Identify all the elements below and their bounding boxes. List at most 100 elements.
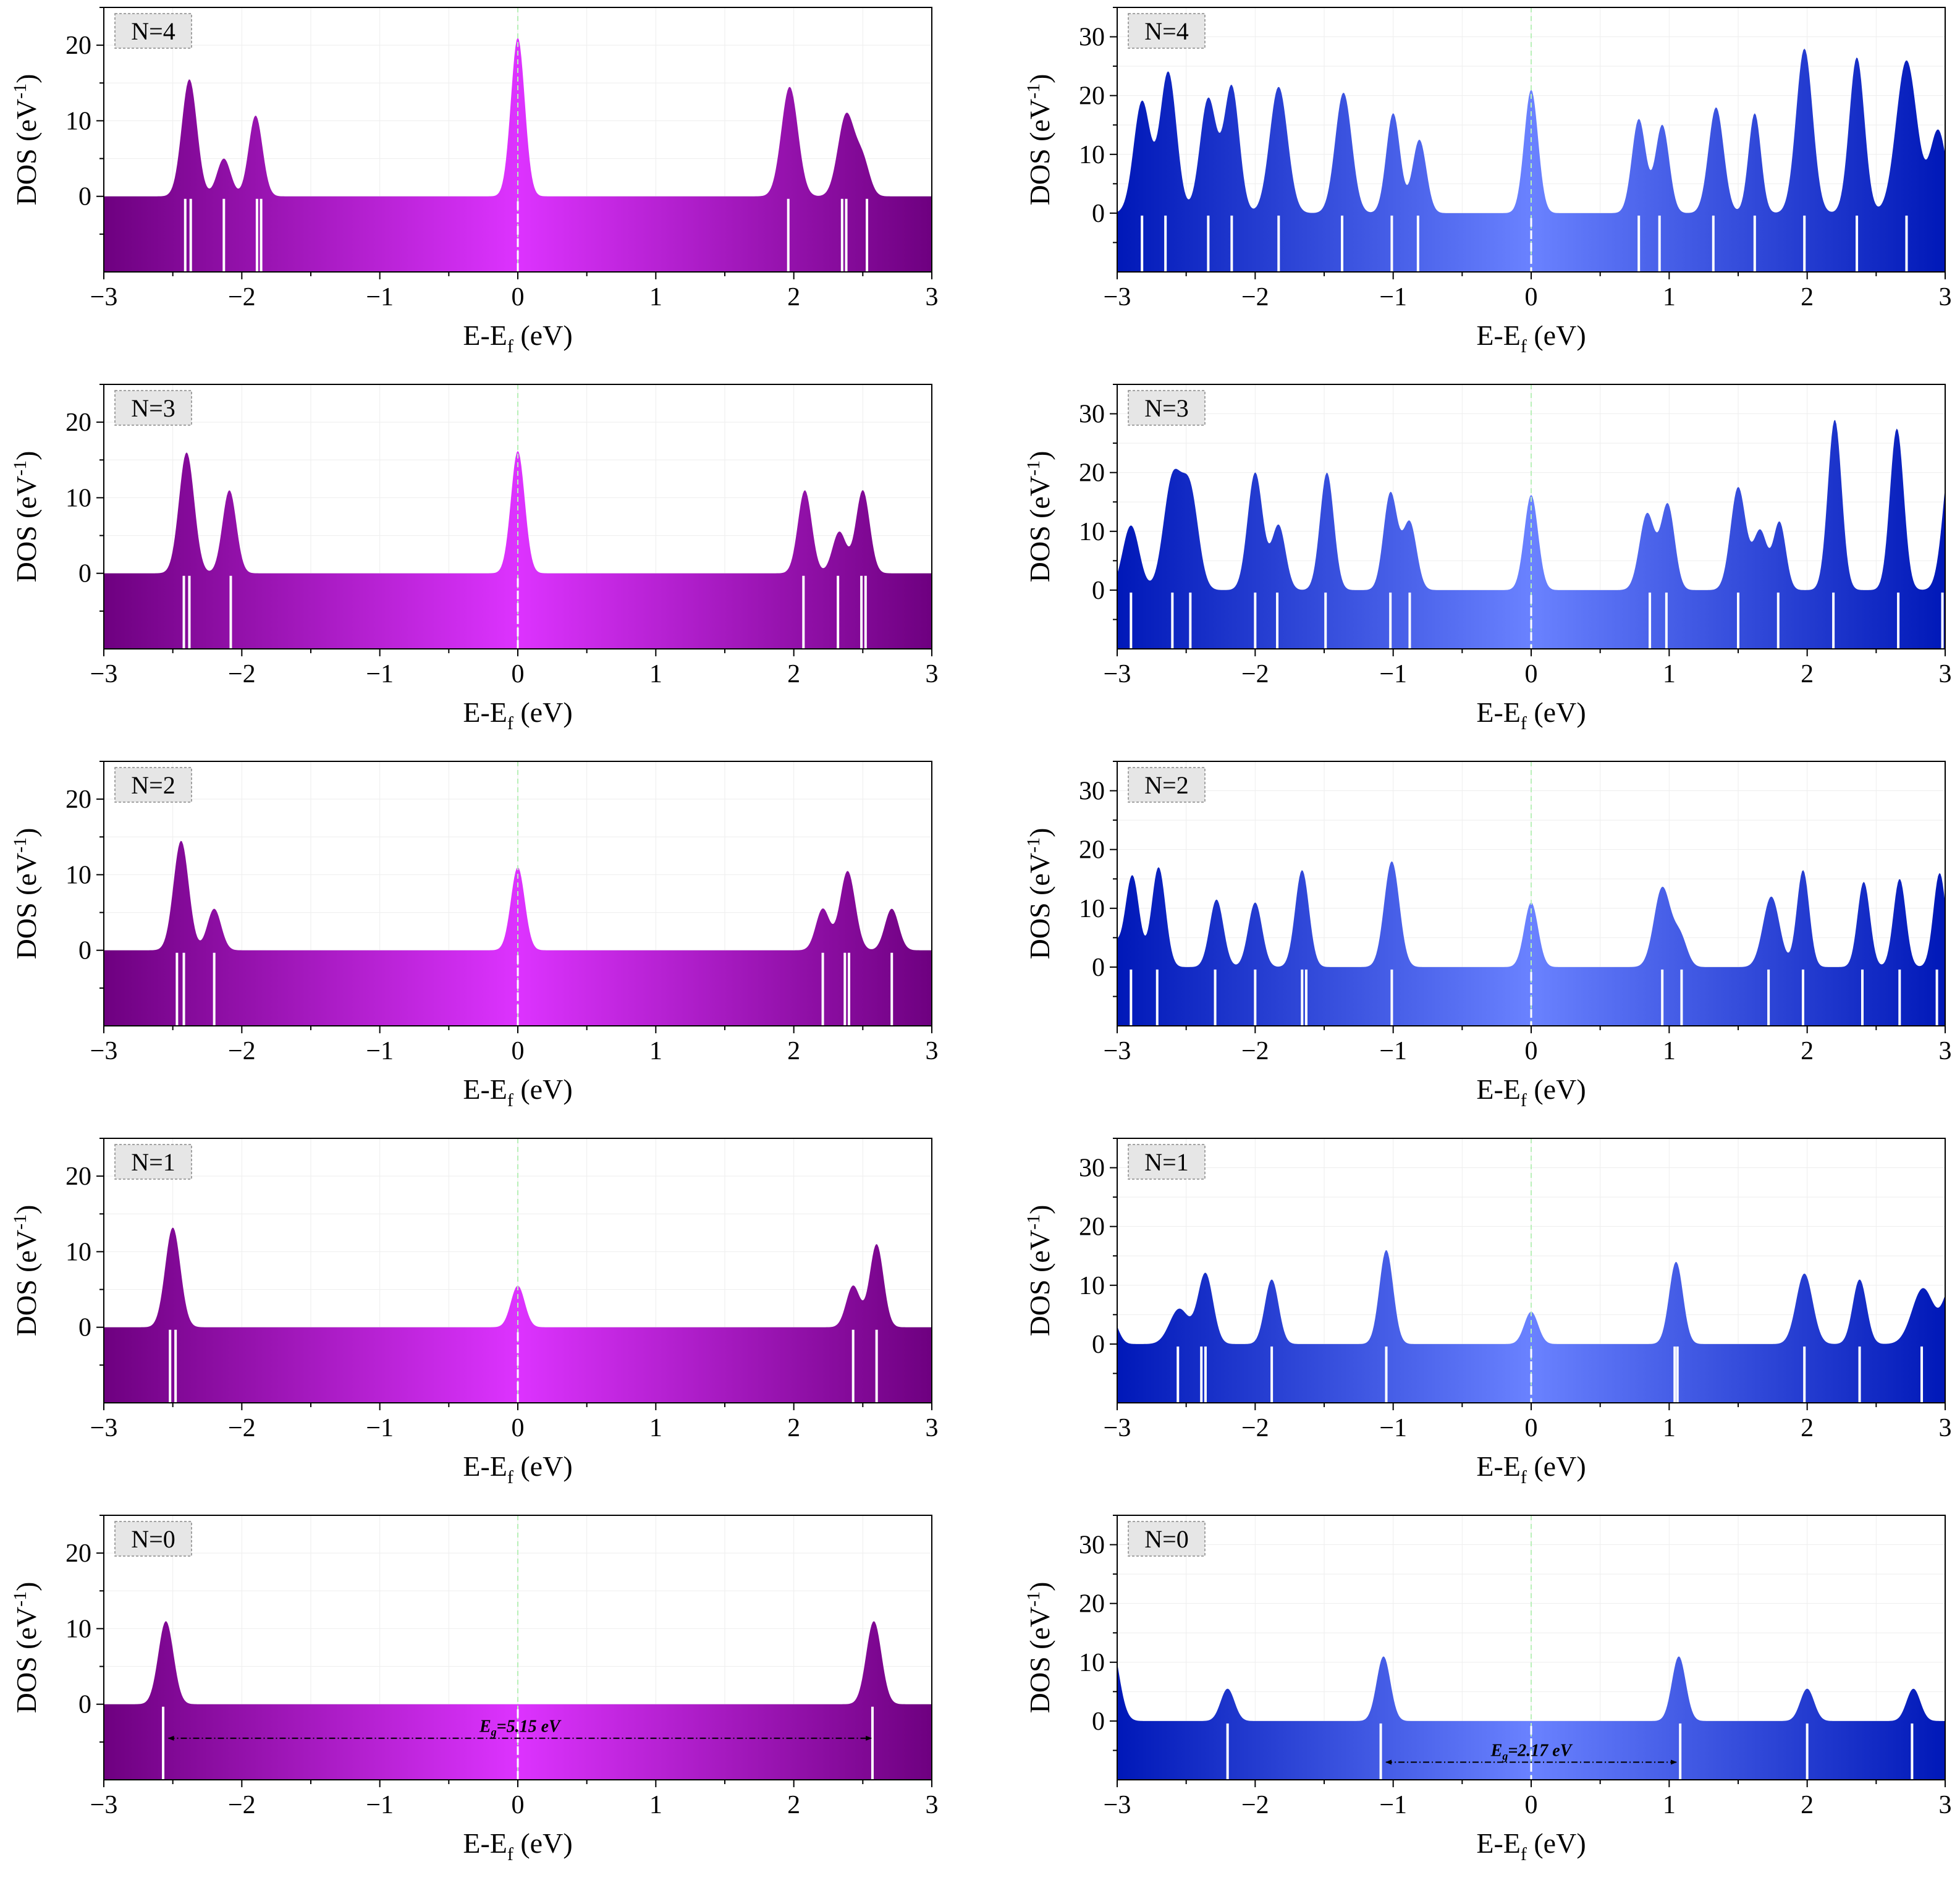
y-label-main: DOS (eV [11, 99, 42, 205]
x-label-unit: (eV) [1527, 319, 1586, 351]
panel-label-box [1128, 1144, 1206, 1180]
x-tick-label: 2 [1801, 1414, 1814, 1442]
y-label-superscript: -1 [1023, 83, 1044, 99]
panel-label-box [1128, 390, 1206, 426]
x-label-unit: (eV) [513, 1827, 573, 1859]
y-label-main: DOS (eV [1024, 476, 1055, 582]
x-tick-label: 3 [1939, 1037, 1952, 1065]
x-label-subscript: f [507, 713, 513, 734]
plot-area [104, 1138, 932, 1403]
x-axis-label: E-Ef (eV) [1476, 1073, 1586, 1111]
panel-purple-n2: −3 −2 −1 0 1 2 3 0 10 20 E-Ef (eV) DOS (eV-1) N=2 [10, 761, 939, 1111]
x-tick-label: 2 [787, 1414, 800, 1442]
y-tick-label: 0 [1092, 200, 1105, 228]
x-axis-label: E-Ef (eV) [463, 696, 572, 734]
x-label-subscript: f [1521, 1844, 1527, 1864]
y-label-superscript: -1 [1023, 837, 1044, 853]
y-axis-label: DOS (eV-1) [1023, 74, 1055, 206]
x-tick-label: −2 [1241, 283, 1269, 311]
y-axis-label: DOS (eV-1) [1023, 1582, 1055, 1714]
y-label-main: DOS (eV [1024, 1230, 1055, 1336]
y-tick-label: 20 [65, 1162, 91, 1191]
y-axis-label: DOS (eV-1) [1023, 828, 1055, 960]
x-label-unit: (eV) [513, 1450, 573, 1482]
x-label-subscript: f [1521, 1467, 1527, 1487]
x-tick-label: 0 [512, 1037, 525, 1065]
y-label-superscript: -1 [10, 1591, 30, 1607]
x-tick-label: −2 [228, 1414, 256, 1442]
band-gap-subscript: g [491, 1726, 497, 1738]
x-tick-label: 3 [926, 660, 939, 688]
x-tick-label: 1 [1663, 283, 1676, 311]
y-tick-label: 0 [78, 1691, 91, 1719]
plot-area [1117, 384, 1945, 649]
y-tick-label: 0 [1092, 1707, 1105, 1736]
y-tick-label: 20 [1079, 836, 1105, 865]
plot-area [104, 7, 932, 272]
x-tick-label: 0 [512, 1414, 525, 1442]
x-tick-label: −1 [1379, 660, 1407, 688]
x-tick-label: 3 [926, 283, 939, 311]
x-tick-label: −2 [228, 1791, 256, 1819]
x-tick-label: 3 [1939, 660, 1952, 688]
panel-label: N=0 [1144, 1525, 1188, 1553]
y-tick-label: 10 [1079, 1649, 1105, 1677]
x-label-main: E-E [1476, 319, 1521, 351]
y-tick-label: 30 [1079, 1154, 1105, 1183]
x-label-unit: (eV) [513, 319, 573, 351]
x-axis-label: E-Ef (eV) [1476, 1827, 1586, 1864]
plot-area [1117, 7, 1945, 272]
x-tick-label: 3 [1939, 1791, 1952, 1819]
x-tick-label: 0 [1525, 1791, 1538, 1819]
x-axis-label: E-Ef (eV) [463, 1827, 572, 1864]
band-gap-label: Eg=2.17 eV [1490, 1741, 1573, 1762]
y-axis-label: DOS (eV-1) [10, 451, 42, 583]
y-tick-label: 10 [1079, 518, 1105, 546]
panel-label: N=4 [1144, 17, 1188, 45]
x-label-unit: (eV) [1527, 1450, 1586, 1482]
dos-area [104, 840, 932, 1026]
plot-area [1117, 1138, 1945, 1403]
y-tick-label: 10 [65, 1238, 91, 1266]
x-tick-label: −3 [1104, 1414, 1131, 1442]
x-tick-label: −2 [228, 1037, 256, 1065]
y-label-close: ) [1024, 1582, 1055, 1591]
y-label-close: ) [11, 451, 42, 460]
y-tick-label: 10 [65, 484, 91, 512]
x-tick-label: 0 [1525, 283, 1538, 311]
panel-label: N=3 [1144, 394, 1188, 422]
y-axis-label: DOS (eV-1) [1023, 451, 1055, 583]
panel-label: N=4 [131, 17, 175, 45]
x-tick-label: 1 [1663, 1037, 1676, 1065]
x-label-main: E-E [463, 1073, 507, 1105]
x-label-subscript: f [507, 1090, 513, 1111]
y-tick-label: 10 [1079, 141, 1105, 169]
y-tick-label: 30 [1079, 1531, 1105, 1560]
x-tick-label: −3 [90, 1791, 118, 1819]
x-tick-label: −3 [90, 283, 118, 311]
y-tick-label: 20 [65, 408, 91, 437]
x-label-main: E-E [1476, 1827, 1521, 1859]
x-tick-label: 1 [1663, 660, 1676, 688]
band-gap-subscript: g [1502, 1750, 1508, 1762]
x-tick-label: −3 [90, 1037, 118, 1065]
x-tick-label: 1 [649, 1791, 662, 1819]
panel-purple-n3: −3 −2 −1 0 1 2 3 0 10 20 E-Ef (eV) DOS (eV-1) N=3 [10, 384, 939, 734]
x-tick-label: −2 [1241, 1791, 1269, 1819]
y-axis-label: DOS (eV-1) [1023, 1205, 1055, 1337]
x-tick-label: 3 [1939, 1414, 1952, 1442]
y-label-close: ) [1024, 1205, 1055, 1214]
band-gap-value: =5.15 eV [497, 1717, 562, 1737]
panel-label-box [114, 13, 192, 49]
x-tick-label: −1 [1379, 1414, 1407, 1442]
y-tick-label: 0 [78, 1314, 91, 1342]
x-label-main: E-E [463, 1450, 507, 1482]
x-label-main: E-E [1476, 696, 1521, 728]
plot-area [1117, 1515, 1945, 1780]
x-tick-label: 1 [649, 1037, 662, 1065]
y-label-superscript: -1 [1023, 1591, 1044, 1607]
x-tick-label: −1 [1379, 283, 1407, 311]
y-tick-label: 0 [78, 183, 91, 211]
x-label-unit: (eV) [1527, 1827, 1586, 1859]
